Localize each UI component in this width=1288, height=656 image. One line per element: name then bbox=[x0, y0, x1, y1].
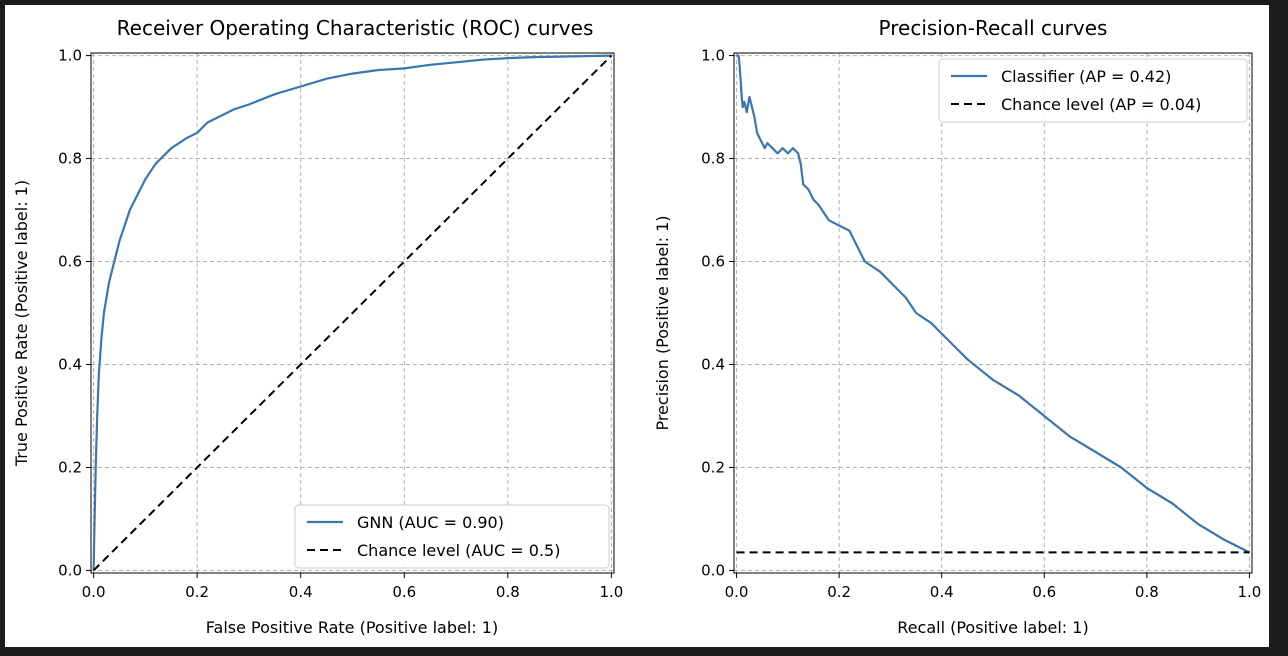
roc-series bbox=[92, 54, 613, 572]
roc-x-tick-label-3: 0.6 bbox=[392, 583, 416, 601]
pr-y-tick-label-1: 0.2 bbox=[701, 458, 725, 476]
pr-x-tick-label-3: 0.6 bbox=[1032, 583, 1056, 601]
pr-series-main-line bbox=[736, 54, 1250, 554]
pr-chart-title: Precision-Recall curves bbox=[879, 16, 1108, 40]
roc-series-chance-line bbox=[92, 54, 613, 572]
pr-x-tick-label-5: 1.0 bbox=[1238, 583, 1262, 601]
roc-legend-gnn-label: GNN (AUC = 0.90) bbox=[357, 513, 504, 532]
roc-legend-box bbox=[294, 504, 610, 569]
pr-y-tick-label-5: 1.0 bbox=[701, 47, 725, 65]
pr-x-tick-label-4: 0.8 bbox=[1135, 583, 1159, 601]
pr-x-tick-label-1: 0.2 bbox=[827, 583, 851, 601]
pr-ticks: 0.0 0.2 0.4 0.6 0.8 1.0 0.0 0.2 0.4 0.6 0.8 1.0 bbox=[701, 47, 1261, 601]
roc-legend-chance-label: Chance level (AUC = 0.5) bbox=[357, 541, 560, 560]
roc-plot-frame bbox=[90, 52, 615, 574]
pr-y-tick-label-4: 0.8 bbox=[701, 150, 725, 168]
pr-plot-frame bbox=[733, 52, 1253, 574]
roc-y-tick-label-2: 0.4 bbox=[58, 355, 82, 373]
roc-y-tick-label-1: 0.2 bbox=[58, 458, 82, 476]
roc-y-tick-label-4: 0.8 bbox=[58, 150, 82, 168]
roc-series-main-line bbox=[92, 54, 612, 571]
roc-x-tick-label-5: 1.0 bbox=[599, 583, 623, 601]
roc-x-tick-label-4: 0.8 bbox=[496, 583, 520, 601]
roc-grid bbox=[91, 53, 614, 573]
roc-chart-title: Receiver Operating Characteristic (ROC) … bbox=[117, 16, 594, 40]
pr-legend-box bbox=[938, 58, 1248, 123]
roc-x-tick-label-2: 0.4 bbox=[289, 583, 313, 601]
pr-y-tick-label-0: 0.0 bbox=[701, 561, 725, 579]
roc-legend: GNN (AUC = 0.90) Chance level (AUC = 0.5… bbox=[294, 504, 610, 569]
pr-legend-classifier-label: Classifier (AP = 0.42) bbox=[1001, 67, 1171, 86]
pr-x-tick-label-2: 0.4 bbox=[930, 583, 954, 601]
roc-y-tick-label-3: 0.6 bbox=[58, 253, 82, 271]
pr-x-axis-label: Recall (Positive label: 1) bbox=[897, 618, 1088, 637]
roc-x-tick-label-1: 0.2 bbox=[185, 583, 209, 601]
pr-y-tick-label-3: 0.6 bbox=[701, 253, 725, 271]
pr-chart: Precision-Recall curves Recall (Positive… bbox=[653, 16, 1261, 637]
roc-ticks: 0.0 0.2 0.4 0.6 0.8 1.0 0.0 0.2 0.4 0.6 0.8 1.0 bbox=[58, 47, 623, 601]
roc-x-tick-label-0: 0.0 bbox=[82, 583, 106, 601]
roc-y-axis-label: True Positive Rate (Positive label: 1) bbox=[12, 180, 31, 467]
pr-x-tick-label-0: 0.0 bbox=[725, 583, 749, 601]
figure: Receiver Operating Characteristic (ROC) … bbox=[5, 5, 1269, 647]
roc-chart: Receiver Operating Characteristic (ROC) … bbox=[12, 16, 623, 637]
pr-y-axis-label: Precision (Positive label: 1) bbox=[653, 215, 672, 430]
pr-y-tick-label-2: 0.4 bbox=[701, 355, 725, 373]
pr-series bbox=[736, 54, 1250, 554]
pr-grid bbox=[734, 53, 1252, 573]
pr-legend: Classifier (AP = 0.42) Chance level (AP … bbox=[938, 58, 1248, 123]
roc-y-tick-label-5: 1.0 bbox=[58, 47, 82, 65]
figure-canvas: Receiver Operating Characteristic (ROC) … bbox=[12, 16, 1261, 637]
roc-y-tick-label-0: 0.0 bbox=[58, 561, 82, 579]
roc-x-axis-label: False Positive Rate (Positive label: 1) bbox=[206, 618, 498, 637]
pr-legend-chance-label: Chance level (AP = 0.04) bbox=[1001, 95, 1201, 114]
